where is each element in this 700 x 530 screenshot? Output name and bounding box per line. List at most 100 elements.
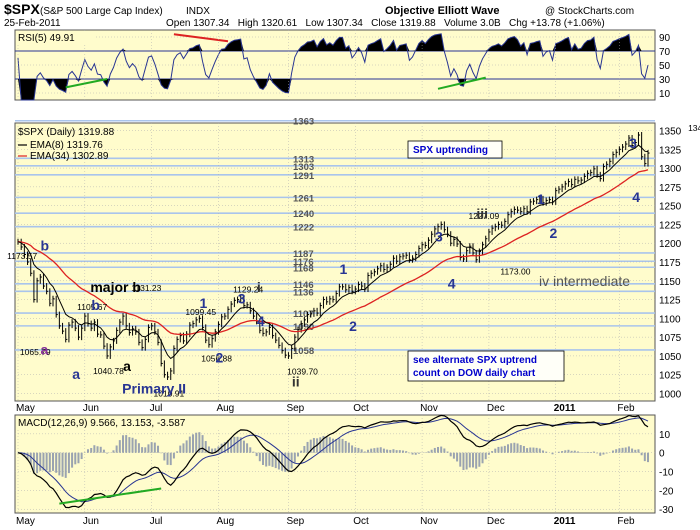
macd-histogram-bar bbox=[198, 432, 201, 453]
macd-histogram-bar bbox=[417, 452, 420, 454]
macd-histogram-bar bbox=[433, 447, 436, 453]
macd-histogram-bar bbox=[599, 452, 602, 456]
macd-histogram-bar bbox=[542, 450, 544, 453]
copyright-label: @ StockCharts.com bbox=[545, 6, 634, 17]
macd-histogram-bar bbox=[643, 452, 646, 462]
wave-label: 3 bbox=[435, 229, 443, 245]
price-tick-label: 1100 bbox=[659, 314, 681, 325]
macd-histogram-bar bbox=[446, 451, 449, 453]
macd-histogram-bar bbox=[452, 452, 455, 459]
macd-histogram-bar bbox=[567, 449, 570, 453]
macd-histogram-bar bbox=[188, 436, 191, 453]
rsi-green-trendline bbox=[65, 78, 108, 89]
macd-panel bbox=[14, 414, 656, 514]
exchange-label: INDX bbox=[186, 6, 210, 17]
macd-histogram-bar bbox=[624, 447, 627, 453]
macd-histogram-bar bbox=[242, 440, 245, 453]
macd-histogram-bar bbox=[437, 446, 439, 453]
macd-histogram-bar bbox=[475, 452, 478, 469]
wave-label: b bbox=[40, 238, 49, 254]
macd-histogram-bar bbox=[300, 450, 303, 453]
macd-histogram-bar bbox=[634, 449, 637, 453]
macd-histogram-bar bbox=[615, 449, 618, 453]
fib-label: 1107 bbox=[293, 309, 314, 320]
macd-histogram-bar bbox=[265, 452, 268, 467]
macd-histogram-bar bbox=[176, 451, 179, 453]
macd-histogram-bar bbox=[529, 447, 532, 453]
macd-histogram-bar bbox=[52, 452, 54, 471]
macd-tick-label: 0 bbox=[659, 449, 665, 460]
macd-histogram-bar bbox=[325, 436, 328, 453]
price-label: 1099.45 bbox=[185, 307, 216, 317]
price-tick-label: 1125 bbox=[659, 296, 681, 307]
macd-histogram-bar bbox=[227, 440, 229, 453]
macd-histogram-bar bbox=[430, 449, 433, 453]
month-label: Oct bbox=[353, 516, 369, 527]
fib-label: 1058 bbox=[293, 346, 314, 357]
macd-histogram-bar bbox=[516, 443, 519, 453]
macd-histogram-bar bbox=[586, 451, 589, 453]
macd-title-bg bbox=[16, 416, 231, 428]
macd-histogram-bar bbox=[398, 450, 401, 453]
wave-label: 3 bbox=[629, 135, 637, 151]
macd-histogram-bar bbox=[115, 445, 118, 453]
month-label: Jul bbox=[150, 516, 163, 527]
price-tick-label: 1350 bbox=[659, 127, 682, 138]
macd-histogram-bar bbox=[32, 452, 35, 474]
wave-label: 1 bbox=[537, 191, 545, 207]
macd-histogram-bar bbox=[373, 448, 376, 453]
macd-histogram-bar bbox=[605, 452, 608, 454]
macd-histogram-bar bbox=[290, 452, 293, 469]
macd-histogram-bar bbox=[621, 447, 624, 453]
price-label: 1344.07 bbox=[688, 123, 700, 133]
macd-histogram-bar bbox=[93, 445, 96, 453]
macd-histogram-bar bbox=[67, 452, 70, 474]
macd-histogram-bar bbox=[494, 448, 497, 453]
macd-histogram-bar bbox=[90, 447, 93, 453]
wave-label: 2 bbox=[550, 225, 558, 241]
macd-histogram-bar bbox=[538, 448, 541, 453]
macd-histogram-bar bbox=[96, 446, 99, 453]
macd-histogram-bar bbox=[573, 450, 576, 453]
month-label: Nov bbox=[420, 403, 438, 414]
macd-histogram-bar bbox=[472, 452, 474, 468]
macd-histogram-bar bbox=[319, 437, 322, 453]
macd-histogram-bar bbox=[602, 452, 605, 455]
macd-histogram-bar bbox=[392, 449, 395, 453]
wave-label: major b bbox=[90, 279, 141, 295]
macd-histogram-bar bbox=[344, 440, 347, 453]
macd-histogram-bar bbox=[468, 452, 471, 468]
macd-histogram-bar bbox=[293, 452, 296, 463]
macd-histogram-bar bbox=[281, 452, 284, 471]
macd-histogram-bar bbox=[389, 449, 392, 453]
macd-histogram-bar bbox=[220, 443, 223, 453]
month-label: Aug bbox=[216, 403, 234, 414]
source-label: Objective Elliott Wave bbox=[385, 5, 500, 17]
macd-histogram-bar bbox=[230, 438, 233, 453]
rsi-title-bg bbox=[16, 31, 96, 43]
macd-histogram-bar bbox=[297, 452, 299, 457]
macd-histogram-bar bbox=[376, 447, 379, 453]
rsi-tick-label: 30 bbox=[659, 75, 671, 86]
macd-histogram-bar bbox=[172, 452, 175, 459]
macd-histogram-bar bbox=[357, 447, 360, 453]
fib-label: 1168 bbox=[293, 263, 314, 274]
macd-histogram-bar bbox=[312, 438, 315, 453]
price-label: 1010.91 bbox=[154, 388, 185, 398]
wave-label: a bbox=[40, 341, 48, 357]
macd-histogram-bar bbox=[402, 450, 404, 453]
macd-histogram-bar bbox=[204, 441, 207, 453]
macd-histogram-bar bbox=[55, 452, 58, 473]
macd-histogram-bar bbox=[99, 446, 102, 453]
fib-label: 1363 bbox=[293, 117, 314, 128]
rsi-tick-label: 90 bbox=[659, 33, 671, 44]
macd-histogram-bar bbox=[223, 442, 226, 453]
macd-histogram-bar bbox=[478, 452, 481, 467]
macd-histogram-bar bbox=[545, 451, 548, 453]
macd-histogram-bar bbox=[160, 452, 163, 454]
rsi-title: RSI(5) 49.91 bbox=[18, 33, 75, 44]
macd-histogram-bar bbox=[519, 445, 522, 453]
macd-histogram-bar bbox=[157, 445, 159, 453]
macd-histogram-bar bbox=[128, 437, 131, 453]
month-label: Aug bbox=[216, 516, 234, 527]
